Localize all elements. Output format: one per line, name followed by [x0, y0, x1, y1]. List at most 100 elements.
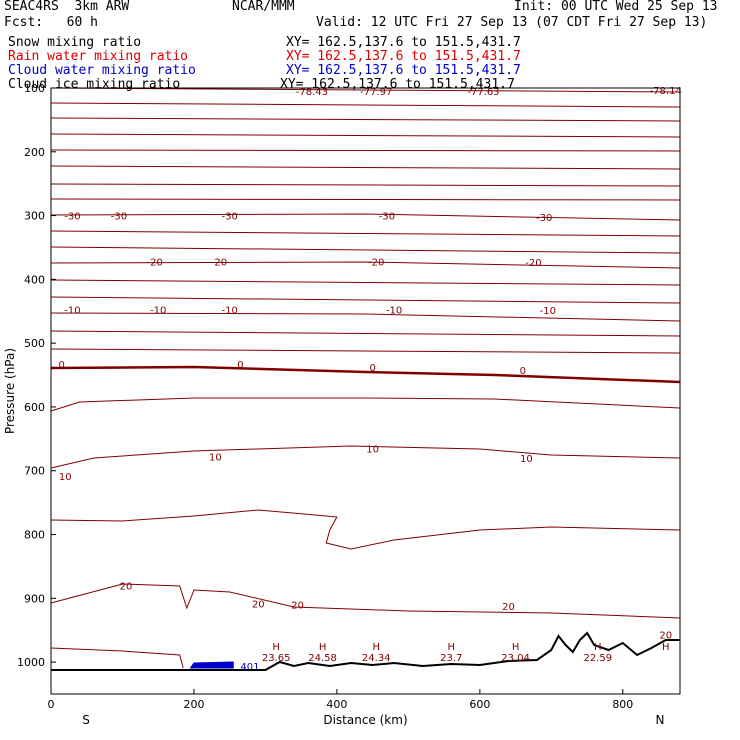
contour-line — [50, 230, 681, 237]
contour-label: -30 — [379, 212, 395, 223]
contour-line — [50, 246, 681, 254]
contour-line — [50, 87, 681, 93]
high-value: 23.7 — [440, 653, 462, 664]
high-marker: H — [372, 642, 380, 653]
contour-line — [50, 279, 681, 286]
contour-line — [50, 117, 681, 122]
contour-label: -20 — [368, 258, 384, 269]
high-marker: H — [448, 642, 456, 653]
field-xy-snow: XY= 162.5,137.6 to 151.5,431.7 — [286, 35, 521, 50]
x-tick-label: 200 — [183, 698, 204, 711]
contour-label: 10 — [209, 453, 222, 464]
contour-line — [50, 583, 681, 619]
field-label-rain: Rain water mixing ratio — [8, 49, 189, 64]
terrain-profile — [51, 631, 680, 671]
high-value: 22.59 — [583, 653, 612, 664]
y-tick-label: 100 — [24, 82, 45, 95]
contour-label: -30 — [222, 212, 238, 223]
contour-label: 20 — [291, 601, 304, 612]
contour-line — [50, 213, 681, 221]
high-value: 24.58 — [308, 653, 337, 664]
org-label: NCAR/MMM — [232, 0, 295, 14]
contour-label: 0 — [520, 366, 526, 377]
contour-line — [50, 183, 681, 187]
cloud-water-contours: 401 — [189, 661, 260, 673]
contour-label: -20 — [525, 258, 541, 269]
contour-label: -10 — [386, 305, 402, 316]
contour-line — [50, 102, 681, 108]
y-tick-label: 800 — [24, 529, 45, 542]
cloud-water-blob — [189, 661, 234, 669]
cloud-water-label: 401 — [240, 662, 259, 673]
contour-line — [50, 647, 184, 669]
field-label-cloud-water: Cloud water mixing ratio — [8, 63, 196, 78]
high-marker: H — [319, 642, 327, 653]
y-tick-label: 400 — [24, 273, 45, 286]
y-tick-label: 600 — [24, 401, 45, 414]
terrain-line — [51, 631, 680, 671]
contour-line — [50, 165, 681, 170]
high-value: 23.65 — [262, 653, 291, 664]
contour-line — [50, 509, 681, 550]
contour-label: 10 — [520, 454, 533, 465]
contour-line — [50, 312, 681, 322]
y-tick-label: 900 — [24, 592, 45, 605]
contour-label: -20 — [146, 258, 162, 269]
forecast-hour: Fcst: 60 h — [4, 15, 98, 30]
contour-label: -78.14 — [650, 86, 682, 97]
contour-label: 0 — [237, 360, 243, 371]
contour-label: -77.63 — [467, 87, 499, 98]
contour-label: -30 — [111, 212, 127, 223]
contour-label: 20 — [502, 602, 515, 613]
contour-line — [50, 198, 681, 201]
contour-label: 0 — [59, 360, 65, 371]
high-marker: H — [512, 642, 520, 653]
contour-labels: -78.43 -77.97 -77.63 -78.14 -30 -30 -30 -30 -30 -… — [59, 86, 682, 642]
field-label-snow: Snow mixing ratio — [8, 35, 142, 50]
contour-label: 0 — [369, 363, 375, 374]
contour-line — [50, 397, 681, 412]
contour-label: -77.97 — [360, 87, 392, 98]
contour-label: -30 — [64, 212, 80, 223]
y-tick-label: 1000 — [17, 656, 45, 669]
high-marker: H — [272, 642, 280, 653]
contour-line — [50, 296, 681, 304]
field-xy-cloud-water: XY= 162.5,137.6 to 151.5,431.7 — [286, 63, 521, 78]
high-marker: H — [594, 642, 602, 653]
field-xy-rain: XY= 162.5,137.6 to 151.5,431.7 — [286, 49, 521, 64]
high-value: 23.04 — [501, 653, 530, 664]
contour-label: -10 — [150, 305, 166, 316]
init-time: Init: 00 UTC Wed 25 Sep 13 — [514, 0, 718, 14]
contour-label: 10 — [366, 444, 379, 455]
south-label: S — [82, 713, 90, 727]
contour-line — [50, 133, 681, 138]
y-tick-label: 200 — [24, 146, 45, 159]
y-tick-label: 500 — [24, 337, 45, 350]
contour-label: -20 — [211, 258, 227, 269]
x-axis-label: Distance (km) — [323, 713, 407, 727]
y-axis-label: Pressure (hPa) — [3, 348, 17, 434]
high-value: 24.34 — [362, 653, 391, 664]
y-tick-label: 300 — [24, 210, 45, 223]
contour-label: -10 — [540, 306, 556, 317]
x-tick-label: 800 — [612, 698, 633, 711]
contour-label: 20 — [120, 582, 133, 593]
contour-line — [50, 261, 681, 269]
x-tick-label: 600 — [469, 698, 490, 711]
x-tick-label: 400 — [326, 698, 347, 711]
model-title: SEAC4RS 3km ARW — [4, 0, 130, 14]
contour-label: 20 — [252, 599, 265, 610]
contour-line — [50, 348, 681, 354]
north-label: N — [656, 713, 665, 727]
zero-isotherm — [50, 365, 681, 384]
contour-lines — [50, 87, 681, 669]
plot-frame — [50, 87, 681, 695]
contour-line — [50, 445, 681, 469]
contour-label: 20 — [659, 631, 672, 642]
contour-label: -30 — [536, 213, 552, 224]
contour-label: -10 — [64, 305, 80, 316]
contour-label: -10 — [222, 305, 238, 316]
